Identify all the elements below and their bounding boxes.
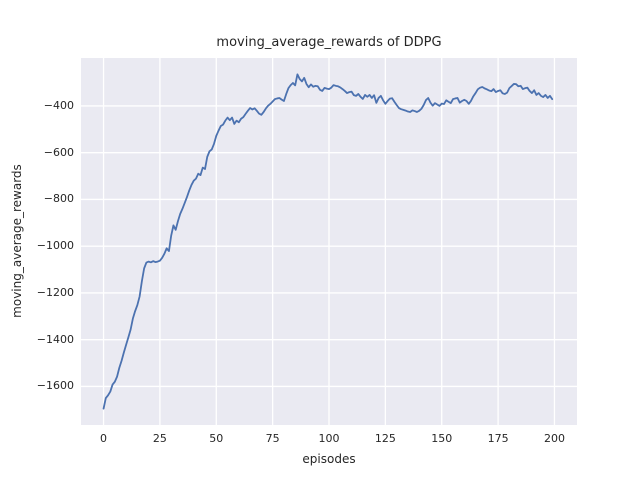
y-tick-label: −800 [43,192,74,206]
x-tick-label: 200 [543,432,565,445]
y-tick-label: −1400 [36,332,74,346]
x-tick-label: 0 [100,432,108,445]
plot-area [81,58,577,425]
y-tick-label: −1600 [36,379,74,393]
y-tick-label: −600 [43,145,74,159]
y-tick-label: −400 [43,98,74,112]
x-tick-label: 25 [152,432,167,445]
x-tick-label: 75 [265,432,280,445]
x-tick-label: 150 [431,432,453,445]
y-axis-label: moving_average_rewards [10,164,24,318]
x-axis-label: episodes [302,452,356,466]
x-tick-label: 175 [487,432,509,445]
y-tick-label: −1000 [36,239,74,253]
x-tick-label: 50 [209,432,224,445]
y-tick-label: −1200 [36,285,74,299]
x-tick-label: 125 [374,432,396,445]
reward-line [102,73,554,410]
x-tick-label: 100 [318,432,340,445]
chart-title: moving_average_rewards of DDPG [216,35,442,50]
